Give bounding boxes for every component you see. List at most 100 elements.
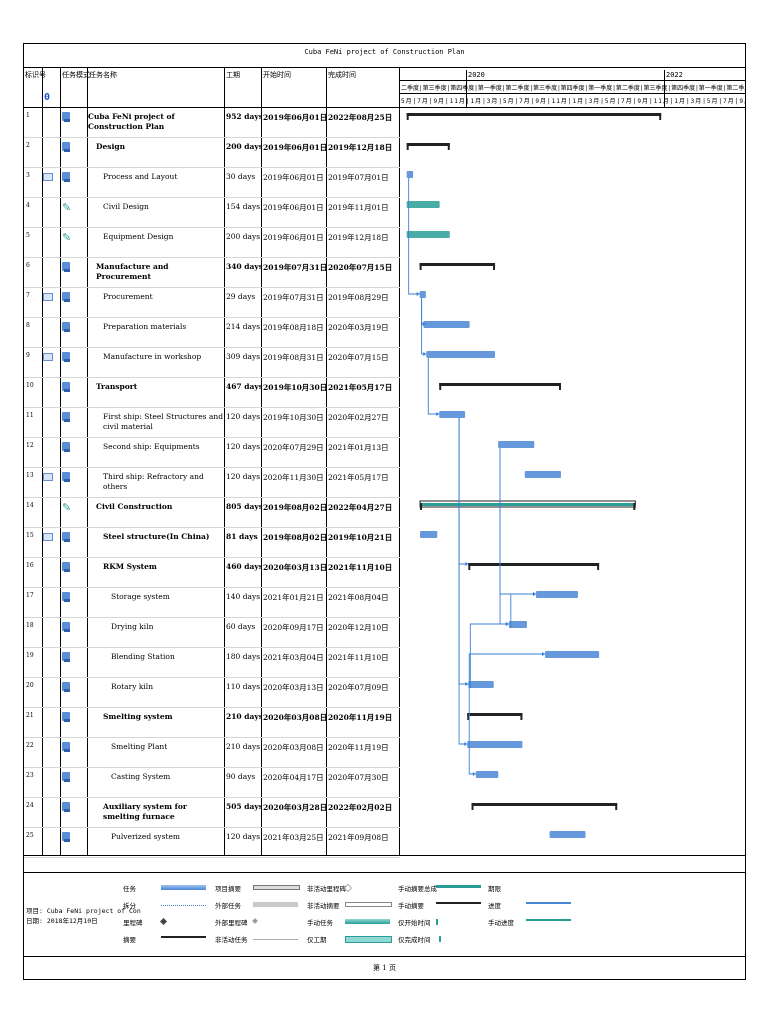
summary-bar[interactable]: [468, 563, 600, 566]
summary-bar[interactable]: [439, 383, 561, 386]
summary-end-tick: [558, 383, 561, 390]
task-name: First ship: Steel Structures and civil m…: [103, 412, 224, 431]
legend-label: 手动进度: [488, 919, 514, 927]
task-id: 19: [26, 652, 34, 659]
legend-swatch: [253, 902, 298, 907]
task-bar[interactable]: [545, 651, 600, 658]
table-row[interactable]: 11 First ship: Steel Structures and civil…: [24, 408, 400, 438]
task-bar[interactable]: [468, 681, 494, 688]
header-divider: [23, 107, 746, 108]
table-row[interactable]: 18 Drying kiln 60 days 2020年09月17日 2020年12月1…: [24, 618, 400, 648]
task-start: 2019年08月02日: [263, 533, 327, 542]
task-name: Design: [96, 142, 126, 151]
table-row[interactable]: 12 Second ship: Equipments 120 days 2020年07…: [24, 438, 400, 468]
table-row[interactable]: 8 Preparation materials 214 days 2019年08月18…: [24, 318, 400, 348]
table-row[interactable]: 25 Pulverized system 120 days 2021年03月25日 20…: [24, 828, 400, 858]
dependency-arrow: [464, 742, 468, 746]
legend-label: 期限: [488, 885, 501, 893]
summary-end-tick: [520, 713, 523, 720]
summary-bar[interactable]: [406, 143, 450, 146]
table-row[interactable]: 9 Manufacture in workshop 309 days 2019年08月…: [24, 348, 400, 378]
task-finish: 2020年02月27日: [328, 413, 389, 422]
task-bar[interactable]: [426, 351, 496, 358]
task-bar[interactable]: [549, 831, 586, 838]
table-row[interactable]: 23 Casting System 90 days 2020年04月17日 2020年0…: [24, 768, 400, 798]
task-name: Drying kiln: [111, 622, 154, 631]
calendar-indicator-icon: [43, 293, 53, 301]
task-id: 3: [26, 172, 30, 179]
manual-task-icon: ✎: [62, 201, 72, 214]
task-bar[interactable]: [439, 411, 466, 418]
summary-end-tick: [493, 263, 496, 270]
legend-label: 项目摘要: [215, 885, 241, 893]
summary-bar[interactable]: [419, 263, 496, 266]
task-finish: 2019年11月01日: [328, 203, 389, 212]
task-id: 7: [26, 292, 30, 299]
summary-bar[interactable]: [471, 803, 618, 806]
task-duration: 210 days: [226, 742, 261, 751]
summary-end-tick: [659, 113, 662, 120]
table-row[interactable]: 21 Smelting system 210 days 2020年03月08日 2020…: [24, 708, 400, 738]
task-finish: 2021年11月10日: [328, 563, 393, 572]
summary-end-tick: [597, 563, 600, 570]
summary-bar[interactable]: [420, 503, 636, 506]
task-bar[interactable]: [423, 321, 470, 328]
legend-swatch: [436, 919, 441, 925]
task-bar[interactable]: [406, 201, 440, 208]
table-row[interactable]: 4 Civil Design 154 days 2019年06月01日 2019年11月…: [24, 198, 400, 228]
auto-schedule-icon: [62, 472, 70, 482]
col-divider-start: [326, 67, 327, 855]
task-finish: 2021年01月13日: [328, 443, 389, 452]
task-name: Civil Construction: [96, 502, 173, 511]
task-id: 23: [26, 772, 34, 779]
task-bar[interactable]: [524, 471, 561, 478]
table-row[interactable]: 7 Procurement 29 days 2019年07月31日 2019年08月29…: [24, 288, 400, 318]
task-name: Blending Station: [111, 652, 175, 661]
table-row[interactable]: 6 Manufacture and Procurement 340 days 2019…: [24, 258, 400, 288]
task-name: Procurement: [103, 292, 153, 301]
col-divider-finish: [399, 67, 400, 855]
task-start: 2021年01月21日: [263, 593, 324, 602]
summary-bar[interactable]: [406, 113, 662, 116]
table-row[interactable]: 22 Smelting Plant 210 days 2020年03月08日 2020年…: [24, 738, 400, 768]
table-row[interactable]: 19 Blending Station 180 days 2021年03月04日 202…: [24, 648, 400, 678]
table-row[interactable]: 1 Cuba FeNi project of Construction Plan 9…: [24, 108, 400, 138]
task-bar[interactable]: [475, 771, 499, 778]
auto-schedule-icon: [62, 112, 70, 122]
task-bar[interactable]: [467, 741, 523, 748]
task-name: Manufacture and Procurement: [96, 262, 169, 281]
table-bottom: [23, 855, 746, 856]
task-bar[interactable]: [406, 231, 450, 238]
table-row[interactable]: 20 Rotary kiln 110 days 2020年03月13日 2020年07月…: [24, 678, 400, 708]
dependency-arrow: [472, 772, 476, 776]
table-row[interactable]: 13 Third ship: Refractory and others 120 d…: [24, 468, 400, 498]
auto-schedule-icon: [62, 142, 70, 152]
task-bar[interactable]: [508, 621, 527, 628]
table-row[interactable]: 16 RKM System 460 days 2020年03月13日 2021年11月1…: [24, 558, 400, 588]
table-row[interactable]: 17 Storage system 140 days 2021年01月21日 2021年…: [24, 588, 400, 618]
legend-swatch: [161, 885, 206, 890]
task-name: RKM System: [103, 562, 157, 571]
summary-bar[interactable]: [467, 713, 523, 716]
table-row[interactable]: 15 Steel structure(In China) 81 days 2019年0…: [24, 528, 400, 558]
legend-label: 任务: [123, 885, 136, 893]
col-divider-id: [42, 67, 43, 855]
table-row[interactable]: 5 Equipment Design 200 days 2019年06月01日 2019…: [24, 228, 400, 258]
task-bar[interactable]: [419, 291, 426, 298]
table-row[interactable]: 3 Process and Layout 30 days 2019年06月01日 201…: [24, 168, 400, 198]
task-id: 11: [26, 412, 34, 419]
task-bar[interactable]: [498, 441, 535, 448]
task-bar[interactable]: [535, 591, 579, 598]
dependency-arrow: [532, 592, 536, 596]
task-bar[interactable]: [406, 171, 414, 178]
table-row[interactable]: 10 Transport 467 days 2019年10月30日 2021年05月17…: [24, 378, 400, 408]
task-name: Pulverized system: [111, 832, 181, 841]
table-row[interactable]: 14 Civil Construction 805 days 2019年08月02日 2…: [24, 498, 400, 528]
task-start: 2020年03月08日: [263, 713, 327, 722]
legend-label: 摘要: [123, 936, 136, 944]
task-bar[interactable]: [420, 531, 438, 538]
dependency-link: [458, 418, 469, 685]
task-start: 2020年03月28日: [263, 803, 327, 812]
table-row[interactable]: 24 Auxiliary system for smelting furnace 5…: [24, 798, 400, 828]
table-row[interactable]: 2 Design 200 days 2019年06月01日 2019年12月18日: [24, 138, 400, 168]
